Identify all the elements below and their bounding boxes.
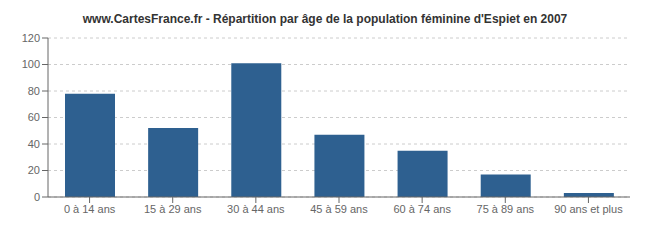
- svg-text:45 à 59 ans: 45 à 59 ans: [310, 203, 368, 215]
- svg-text:40: 40: [28, 138, 40, 150]
- svg-text:120: 120: [22, 32, 40, 44]
- svg-text:100: 100: [22, 58, 40, 70]
- svg-text:75 à 89 ans: 75 à 89 ans: [477, 203, 535, 215]
- html-text:www.CartesFrance.fr - Répartit: www.CartesFrance.fr - Répartition par âg…: [82, 12, 568, 26]
- svg-text:30 à 44 ans: 30 à 44 ans: [227, 203, 285, 215]
- svg-text:90 ans et plus: 90 ans et plus: [554, 203, 623, 215]
- svg-text:15 à 29 ans: 15 à 29 ans: [144, 203, 202, 215]
- svg-text:0: 0: [34, 191, 40, 203]
- svg-text:80: 80: [28, 85, 40, 97]
- svg-text:0 à 14 ans: 0 à 14 ans: [64, 203, 116, 215]
- svg-text:60: 60: [28, 111, 40, 123]
- svg-text:20: 20: [28, 164, 40, 176]
- svg-text:60 à 74 ans: 60 à 74 ans: [393, 203, 451, 215]
